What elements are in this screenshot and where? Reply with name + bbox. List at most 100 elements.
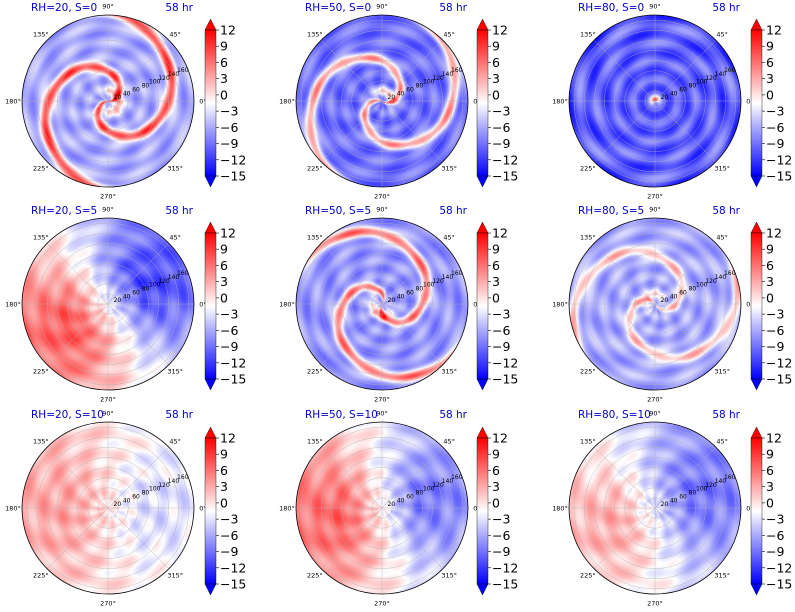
colorbar-extend-min bbox=[750, 175, 763, 188]
angular-gridline bbox=[107, 40, 169, 102]
radial-tick-label: 120 bbox=[158, 75, 170, 82]
colorbar-tick-label: −6 bbox=[766, 528, 784, 543]
colorbar-tick-label: −9 bbox=[766, 544, 784, 559]
radial-tick-label: 20 bbox=[114, 501, 122, 508]
colorbar-tick-label: 6 bbox=[220, 258, 228, 273]
radial-tick-label: 80 bbox=[416, 286, 424, 293]
angular-gridline bbox=[654, 507, 716, 569]
radial-tick-label: 60 bbox=[132, 493, 140, 500]
radial-tick-label: 20 bbox=[661, 501, 669, 508]
theta-tick-label: 0° bbox=[746, 301, 753, 309]
colorbar-extend-min bbox=[750, 378, 763, 391]
radial-tick-label: 160 bbox=[724, 270, 736, 277]
colorbar-extend-min bbox=[204, 583, 217, 596]
angular-gridline bbox=[654, 100, 716, 162]
angular-gridline bbox=[47, 303, 109, 365]
radial-tick-label: 140 bbox=[442, 478, 454, 485]
panel-title-right: 58 hr bbox=[165, 2, 193, 14]
theta-tick-label: 270° bbox=[647, 193, 663, 201]
colorbar-tick-label: −15 bbox=[492, 577, 518, 592]
polar-panel: 90°45°0°315°270°225°180°135°204060801001… bbox=[552, 409, 792, 608]
colorbar-tick-label: 12 bbox=[492, 23, 508, 38]
colorbar-tick-label: 6 bbox=[492, 463, 500, 478]
angular-gridline bbox=[47, 243, 109, 305]
radial-tick-label: 40 bbox=[123, 293, 131, 300]
theta-tick-label: 135° bbox=[580, 30, 596, 38]
theta-tick-label: 225° bbox=[33, 165, 49, 173]
colorbar-body bbox=[476, 232, 489, 380]
colorbar-tick-label: 12 bbox=[492, 226, 508, 241]
radial-tick-label: 20 bbox=[114, 94, 122, 101]
angular-gridline bbox=[107, 447, 169, 509]
colorbar-tick-label: 6 bbox=[220, 463, 228, 478]
theta-tick-label: 45° bbox=[169, 30, 181, 38]
polar-frame bbox=[568, 14, 742, 188]
panel-title-right: 58 hr bbox=[712, 205, 740, 217]
colorbar-extend-min bbox=[750, 583, 763, 596]
theta-tick-label: 315° bbox=[441, 368, 457, 376]
colorbar-tick-label: −3 bbox=[220, 512, 238, 527]
radial-tick-label: 40 bbox=[670, 293, 678, 300]
colorbar-tick-label: 9 bbox=[766, 39, 774, 54]
theta-tick-label: 315° bbox=[714, 165, 730, 173]
polar-frame bbox=[21, 217, 195, 391]
polar-frame bbox=[21, 14, 195, 188]
angular-gridline bbox=[321, 303, 383, 365]
radial-tick-label: 160 bbox=[451, 67, 463, 74]
colorbar-body bbox=[476, 437, 489, 585]
colorbar-tick-label: −3 bbox=[220, 104, 238, 119]
colorbar-tick-label: −9 bbox=[220, 339, 238, 354]
angular-gridline bbox=[594, 507, 656, 569]
angular-gridline bbox=[47, 40, 109, 102]
radial-tick-label: 80 bbox=[416, 490, 424, 497]
colorbar-tick-label: −12 bbox=[766, 152, 792, 167]
colorbar-tick-label: 6 bbox=[220, 55, 228, 70]
colorbar-tick-label: −6 bbox=[220, 528, 238, 543]
theta-tick-label: 270° bbox=[374, 193, 390, 201]
colorbar-tick-label: −12 bbox=[220, 560, 246, 575]
colorbar-extend-min bbox=[476, 378, 489, 391]
colorbar-tick-label: 12 bbox=[220, 431, 236, 446]
theta-tick-label: 180° bbox=[552, 98, 568, 106]
theta-tick-label: 315° bbox=[714, 368, 730, 376]
theta-tick-label: 45° bbox=[716, 233, 728, 241]
radial-tick-label: 80 bbox=[416, 83, 424, 90]
angular-gridline bbox=[381, 507, 443, 569]
colorbar-tick-label: −9 bbox=[492, 339, 510, 354]
theta-tick-label: 225° bbox=[580, 572, 596, 580]
radial-tick-label: 40 bbox=[670, 90, 678, 97]
theta-tick-label: 90° bbox=[102, 410, 114, 418]
theta-tick-label: 225° bbox=[580, 165, 596, 173]
radial-tick-label: 160 bbox=[724, 474, 736, 481]
radial-tick-label: 60 bbox=[132, 86, 140, 93]
radial-tick-label: 20 bbox=[114, 297, 122, 304]
colorbar-tick-label: 0 bbox=[766, 290, 774, 305]
colorbar-tick-label: 3 bbox=[492, 479, 500, 494]
polar-frame bbox=[295, 421, 469, 595]
theta-tick-label: 180° bbox=[279, 301, 295, 309]
panel-title-left: RH=80, S=5 bbox=[578, 205, 644, 217]
radial-tick-label: 20 bbox=[661, 94, 669, 101]
radial-tick-label: 40 bbox=[670, 497, 678, 504]
theta-tick-label: 90° bbox=[376, 3, 388, 11]
radial-tick-label: 120 bbox=[705, 482, 717, 489]
theta-tick-label: 135° bbox=[33, 437, 49, 445]
angular-gridline bbox=[654, 303, 716, 365]
colorbar-tick-label: −15 bbox=[766, 169, 792, 184]
colorbar-extend-min bbox=[476, 175, 489, 188]
theta-tick-label: 270° bbox=[100, 193, 116, 201]
angular-gridline bbox=[594, 40, 656, 102]
theta-tick-label: 45° bbox=[443, 437, 455, 445]
angular-gridline bbox=[594, 447, 656, 509]
colorbar-tick-label: 0 bbox=[220, 495, 228, 510]
colorbar-tick-label: 0 bbox=[766, 495, 774, 510]
colorbar-tick-label: −15 bbox=[766, 577, 792, 592]
angular-gridline bbox=[321, 100, 383, 162]
angular-gridline bbox=[321, 447, 383, 509]
angular-gridline bbox=[654, 40, 716, 102]
panel-title-left: RH=80, S=10 bbox=[578, 409, 651, 421]
theta-tick-label: 180° bbox=[279, 505, 295, 513]
radial-tick-label: 100 bbox=[149, 282, 161, 289]
